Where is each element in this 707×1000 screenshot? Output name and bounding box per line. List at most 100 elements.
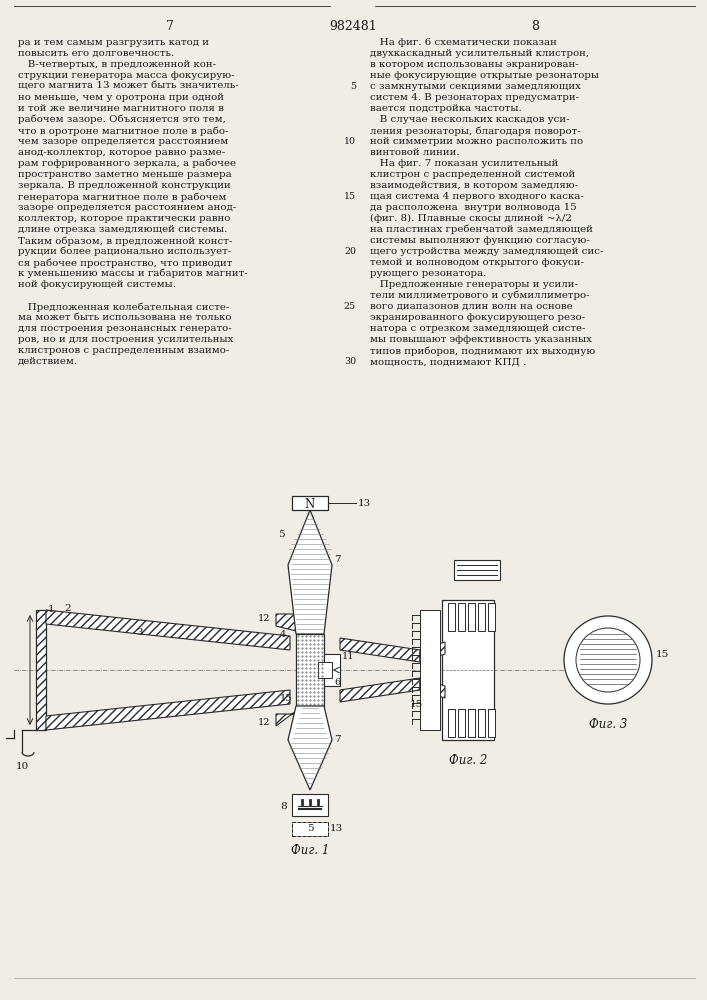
Text: 15: 15 xyxy=(410,700,423,709)
Text: чем зазоре определяется расстоянием: чем зазоре определяется расстоянием xyxy=(18,137,228,146)
Bar xyxy=(448,603,455,631)
Text: щего устройства между замедляющей сис-: щего устройства между замедляющей сис- xyxy=(370,247,604,256)
Text: клистронов с распределенным взаимо-: клистронов с распределенным взаимо- xyxy=(18,346,229,355)
Text: темой и волноводом открытого фокуси-: темой и волноводом открытого фокуси- xyxy=(370,258,584,267)
Text: 1: 1 xyxy=(48,605,54,614)
Text: 3: 3 xyxy=(136,628,143,637)
Bar xyxy=(292,822,328,836)
Text: двухкаскадный усилительный клистрон,: двухкаскадный усилительный клистрон, xyxy=(370,49,589,58)
Text: натора с отрезком замедляющей систе-: натора с отрезком замедляющей систе- xyxy=(370,324,585,333)
Text: рующего резонатора.: рующего резонатора. xyxy=(370,269,486,278)
Text: 5: 5 xyxy=(350,82,356,91)
Text: рам гофрированного зеркала, а рабочее: рам гофрированного зеркала, а рабочее xyxy=(18,159,236,168)
Text: 13: 13 xyxy=(358,499,371,508)
Text: 10: 10 xyxy=(16,762,29,771)
Bar xyxy=(292,822,328,836)
Text: струкции генератора масса фокусирую-: струкции генератора масса фокусирую- xyxy=(18,71,235,80)
Text: 25: 25 xyxy=(344,302,356,311)
Bar xyxy=(468,709,475,737)
Text: ров, но и для построения усилительных: ров, но и для построения усилительных xyxy=(18,335,233,344)
Bar xyxy=(458,603,465,631)
Text: но меньше, чем у оротрона при одной: но меньше, чем у оротрона при одной xyxy=(18,93,224,102)
Bar xyxy=(468,603,475,631)
Text: Предложенные генераторы и усили-: Предложенные генераторы и усили- xyxy=(370,280,578,289)
Polygon shape xyxy=(340,678,420,702)
Text: ной фокусирующей системы.: ной фокусирующей системы. xyxy=(18,280,176,289)
Text: 5: 5 xyxy=(307,824,313,833)
Text: повысить его долговечность.: повысить его долговечность. xyxy=(18,49,174,58)
Bar xyxy=(488,709,495,737)
Text: Фиг. 3: Фиг. 3 xyxy=(589,718,627,731)
Circle shape xyxy=(576,628,640,692)
Polygon shape xyxy=(420,678,445,698)
Bar xyxy=(420,610,440,730)
Text: 4: 4 xyxy=(280,630,286,639)
Text: типов приборов, поднимают их выходную: типов приборов, поднимают их выходную xyxy=(370,346,595,356)
Text: мы повышают эффективность указанных: мы повышают эффективность указанных xyxy=(370,335,592,344)
Polygon shape xyxy=(276,614,300,632)
Bar xyxy=(448,709,455,737)
Text: системы выполняют функцию согласую-: системы выполняют функцию согласую- xyxy=(370,236,590,245)
Text: взаимодействия, в котором замедляю-: взаимодействия, в котором замедляю- xyxy=(370,181,578,190)
Text: 7: 7 xyxy=(166,20,174,33)
Bar xyxy=(318,662,332,678)
Text: клистрон с распределенной системой: клистрон с распределенной системой xyxy=(370,170,575,179)
Text: мощность, поднимают КПД .: мощность, поднимают КПД . xyxy=(370,357,526,366)
Text: на пластинах гребенчатой замедляющей: на пластинах гребенчатой замедляющей xyxy=(370,225,593,234)
Text: ся рабочее пространство, что приводит: ся рабочее пространство, что приводит xyxy=(18,258,233,267)
Text: 12: 12 xyxy=(258,614,271,623)
Text: рабочем зазоре. Объясняется это тем,: рабочем зазоре. Объясняется это тем, xyxy=(18,115,226,124)
Text: 12: 12 xyxy=(258,718,271,727)
Text: зазоре определяется расстоянием анод-: зазоре определяется расстоянием анод- xyxy=(18,203,236,212)
Polygon shape xyxy=(46,610,290,650)
Text: 6: 6 xyxy=(334,678,340,687)
Text: коллектор, которое практически равно: коллектор, которое практически равно xyxy=(18,214,230,223)
Text: и той же величине магнитного поля в: и той же величине магнитного поля в xyxy=(18,104,224,113)
Text: анод-коллектор, которое равно разме-: анод-коллектор, которое равно разме- xyxy=(18,148,226,157)
Bar xyxy=(292,496,328,510)
Text: экранированного фокусирующего резо-: экранированного фокусирующего резо- xyxy=(370,313,585,322)
Text: 7: 7 xyxy=(334,735,341,744)
Text: к уменьшению массы и габаритов магнит-: к уменьшению массы и габаритов магнит- xyxy=(18,269,247,278)
Text: генератора магнитное поле в рабочем: генератора магнитное поле в рабочем xyxy=(18,192,226,202)
Text: в котором использованы экранирован-: в котором использованы экранирован- xyxy=(370,60,579,69)
Bar xyxy=(478,603,485,631)
Text: 30: 30 xyxy=(344,357,356,366)
Text: 13: 13 xyxy=(330,824,344,833)
Text: 982481: 982481 xyxy=(329,20,377,33)
Text: для построения резонансных генерато-: для построения резонансных генерато- xyxy=(18,324,232,333)
Text: ра и тем самым разгрузить катод и: ра и тем самым разгрузить катод и xyxy=(18,38,209,47)
Text: N: N xyxy=(305,498,315,511)
Polygon shape xyxy=(276,708,300,726)
Bar xyxy=(442,600,494,740)
Polygon shape xyxy=(340,638,420,662)
Text: В случае нескольких каскадов уси-: В случае нескольких каскадов уси- xyxy=(370,115,570,124)
Text: 5: 5 xyxy=(278,530,285,539)
Polygon shape xyxy=(288,510,332,634)
Text: ма может быть использована не только: ма может быть использована не только xyxy=(18,313,231,322)
Text: 8: 8 xyxy=(531,20,539,33)
Text: На фиг. 7 показан усилительный: На фиг. 7 показан усилительный xyxy=(370,159,559,168)
Bar xyxy=(478,709,485,737)
Text: щая система 4 первого входного каска-: щая система 4 первого входного каска- xyxy=(370,192,584,201)
Text: зеркала. В предложенной конструкции: зеркала. В предложенной конструкции xyxy=(18,181,230,190)
Bar xyxy=(292,794,328,816)
Polygon shape xyxy=(46,690,290,730)
Text: рукции более рационально использует-: рукции более рационально использует- xyxy=(18,247,231,256)
Circle shape xyxy=(564,616,652,704)
Bar xyxy=(324,654,340,686)
Text: 7: 7 xyxy=(334,555,341,564)
Bar xyxy=(454,560,500,580)
Text: 15: 15 xyxy=(280,694,293,703)
Bar xyxy=(458,709,465,737)
Text: 11: 11 xyxy=(342,652,354,661)
Text: ной симметрии можно расположить по: ной симметрии можно расположить по xyxy=(370,137,583,146)
Text: Таким образом, в предложенной конст-: Таким образом, в предложенной конст- xyxy=(18,236,233,245)
Text: вается подстройка частоты.: вается подстройка частоты. xyxy=(370,104,522,113)
Text: действием.: действием. xyxy=(18,357,78,366)
Text: длине отрезка замедляющей системы.: длине отрезка замедляющей системы. xyxy=(18,225,228,234)
Text: Фиг. 1: Фиг. 1 xyxy=(291,844,329,857)
Text: ления резонаторы, благодаря поворот-: ления резонаторы, благодаря поворот- xyxy=(370,126,580,135)
Text: винтовой линии.: винтовой линии. xyxy=(370,148,460,157)
Text: пространство заметно меньше размера: пространство заметно меньше размера xyxy=(18,170,232,179)
